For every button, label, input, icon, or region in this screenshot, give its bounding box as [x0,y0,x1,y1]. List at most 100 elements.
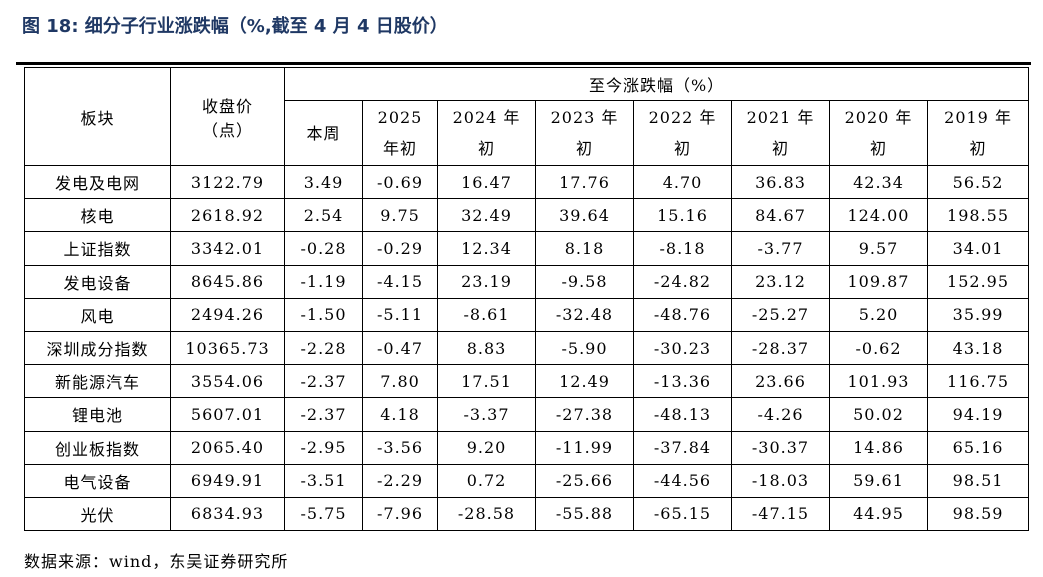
header-column-line1: 2024 年 [452,108,521,127]
value-cell: 124.00 [829,198,928,233]
value-cell: 23.19 [437,264,536,299]
value-cell: 4.70 [633,164,732,200]
value-cell: 0.72 [437,463,536,498]
sector-name-cell: 电气设备 [24,463,171,498]
value-cell: 84.67 [731,198,830,233]
value-cell: -1.50 [284,297,363,332]
table-row: 创业板指数 2065.40 -2.95 -3.56 9.20 -11.99 -37.84 -3… [24,430,1030,465]
sector-name-cell: 核电 [24,198,171,233]
header-column-line1: 2023 年 [550,108,619,127]
value-cell: 101.93 [829,364,928,399]
header-column-line2: 初 [477,139,495,158]
sector-name-cell: 风电 [24,297,171,332]
header-column-line2: 初 [969,139,987,158]
value-cell: 2065.40 [170,430,285,465]
header-column-line1: 2019 年 [944,108,1012,127]
value-cell: 23.66 [731,364,830,399]
value-cell: -65.15 [633,496,732,532]
value-cell: -4.15 [362,264,438,299]
value-cell: 116.75 [926,364,1030,399]
value-cell: 2494.26 [170,297,285,332]
header-column-line2: 初 [771,139,789,158]
value-cell: 2618.92 [170,198,285,233]
value-cell: 23.12 [731,264,830,299]
header-column-line2: 初 [673,139,691,158]
value-cell: -4.26 [731,397,830,432]
value-cell: -28.37 [731,330,830,366]
table-row: 发电设备 8645.86 -1.19 -4.15 23.19 -9.58 -24.82 23.… [24,264,1030,299]
header-column: 2025 年初 [362,100,438,166]
value-cell: 9.57 [829,231,928,266]
value-cell: 12.49 [535,364,634,399]
value-cell: 44.95 [829,496,928,532]
value-cell: 59.61 [829,463,928,498]
value-cell: 16.47 [437,164,536,200]
value-cell: 9.75 [362,198,438,233]
value-cell: -2.28 [284,330,363,366]
value-cell: 42.34 [829,164,928,200]
header-column-line1: 2021 年 [746,108,815,127]
value-cell: -2.95 [284,430,363,465]
header-column: 2019 年初 [926,100,1030,166]
top-rule [16,62,1031,65]
value-cell: -5.90 [535,330,634,366]
value-cell: 3.49 [284,164,363,200]
header-column-line1: 2020 年 [844,108,913,127]
value-cell: 5607.01 [170,397,285,432]
header-column-line2: 初 [869,139,887,158]
value-cell: 39.64 [535,198,634,233]
value-cell: 8.83 [437,330,536,366]
value-cell: -5.11 [362,297,438,332]
value-cell: 50.02 [829,397,928,432]
header-column: 2021 年初 [731,100,830,166]
header-column-line1: 2025 [377,108,423,127]
value-cell: -0.62 [829,330,928,366]
table-row: 上证指数 3342.01 -0.28 -0.29 12.34 8.18 -8.18 -3.77… [24,231,1030,266]
table-row: 锂电池 5607.01 -2.37 4.18 -3.37 -27.38 -48.13 -4.2… [24,397,1030,432]
header-column-line1: 2022 年 [648,108,717,127]
value-cell: -8.18 [633,231,732,266]
value-cell: 15.16 [633,198,732,233]
value-cell: 6949.91 [170,463,285,498]
header-close-price: 收盘价 （点） [170,67,285,166]
value-cell: 43.18 [926,330,1030,366]
value-cell: -30.23 [633,330,732,366]
value-cell: 7.80 [362,364,438,399]
table-row: 发电及电网 3122.79 3.49 -0.69 16.47 17.76 4.70 36.83… [24,164,1030,200]
value-cell: 35.99 [926,297,1030,332]
table-row: 深圳成分指数 10365.73 -2.28 -0.47 8.83 -5.90 -30.23-… [24,330,1030,366]
value-cell: -48.13 [633,397,732,432]
header-column: 2023 年初 [535,100,634,166]
sector-name-cell: 深圳成分指数 [24,330,171,366]
value-cell: -7.96 [362,496,438,532]
sector-name-cell: 发电设备 [24,264,171,299]
header-column-line1: 本周 [306,123,341,143]
table-row: 新能源汽车 3554.06 -2.37 7.80 17.51 12.49 -13.36 23.… [24,364,1030,399]
value-cell: 2.54 [284,198,363,233]
value-cell: -55.88 [535,496,634,532]
value-cell: -44.56 [633,463,732,498]
value-cell: -0.28 [284,231,363,266]
value-cell: 12.34 [437,231,536,266]
sector-performance-table: 板块 收盘价 （点） 至今涨跌幅（%） 本周 2025 年初 2024 年初 2023 … [24,67,1030,532]
header-column: 2020 年初 [829,100,928,166]
header-change-group: 至今涨跌幅（%） [283,67,1030,101]
header-close-line1: 收盘价 [201,96,253,116]
value-cell: -28.58 [437,496,536,532]
value-cell: -13.36 [633,364,732,399]
header-column: 2022 年初 [633,100,732,166]
value-cell: -9.58 [535,264,634,299]
value-cell: -30.37 [731,430,830,465]
header-sector: 板块 [24,67,171,166]
value-cell: -11.99 [535,430,634,465]
sector-name-cell: 上证指数 [24,231,171,266]
value-cell: 17.51 [437,364,536,399]
value-cell: 152.95 [926,264,1030,299]
value-cell: 14.86 [829,430,928,465]
value-cell: 94.19 [926,397,1030,432]
value-cell: -48.76 [633,297,732,332]
value-cell: 109.87 [829,264,928,299]
value-cell: -32.48 [535,297,634,332]
header-column-line2: 初 [575,139,593,158]
value-cell: -24.82 [633,264,732,299]
